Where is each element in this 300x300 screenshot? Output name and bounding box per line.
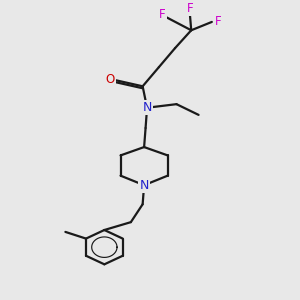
Text: F: F	[215, 15, 222, 28]
Text: N: N	[140, 179, 149, 192]
Text: F: F	[159, 8, 166, 21]
Text: O: O	[106, 73, 115, 85]
Text: F: F	[186, 2, 193, 15]
Text: N: N	[142, 101, 152, 114]
